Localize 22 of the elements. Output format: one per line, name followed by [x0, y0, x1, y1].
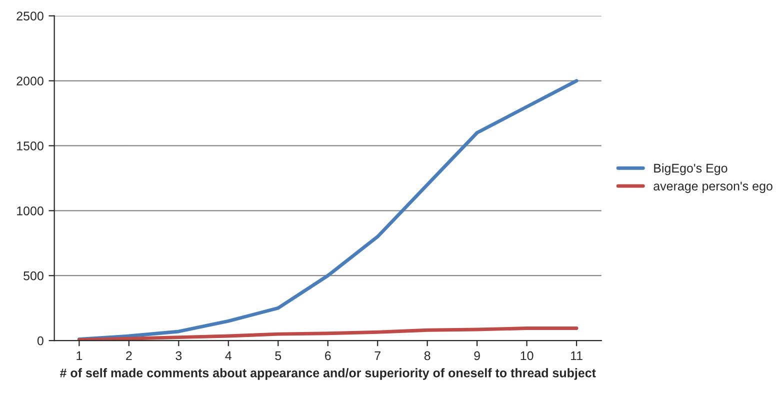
- line-series: [77, 79, 578, 341]
- x-tick-label: 1: [76, 351, 82, 360]
- line-series: [77, 326, 578, 341]
- x-tick-label: 9: [474, 351, 480, 360]
- x-tick-label: 10: [520, 351, 534, 360]
- x-axis-title: # of self made comments about appearance and/or superiority of oneself to thread subject: [60, 368, 596, 380]
- y-tick-label: 500: [24, 271, 44, 280]
- y-tick-label: 2000: [16, 76, 44, 86]
- x-tick-label: 3: [176, 351, 182, 360]
- x-tick-label: 2: [126, 351, 132, 360]
- y-tick-label: 1000: [17, 206, 44, 216]
- x-tick-label: 11: [570, 351, 582, 360]
- x-tick-label: 5: [275, 351, 282, 360]
- y-tick-label: 0: [37, 336, 44, 346]
- x-tick-label: 7: [374, 351, 380, 360]
- x-tick-label: 6: [325, 351, 331, 360]
- y-tick-label: 1500: [17, 142, 44, 150]
- legend-label: average person's ego: [654, 182, 772, 193]
- legend-label: BigEgo's Ego: [654, 163, 728, 176]
- x-tick-label: 8: [424, 351, 430, 360]
- x-tick-label: 4: [225, 351, 232, 360]
- y-tick-label: 2500: [16, 12, 44, 20]
